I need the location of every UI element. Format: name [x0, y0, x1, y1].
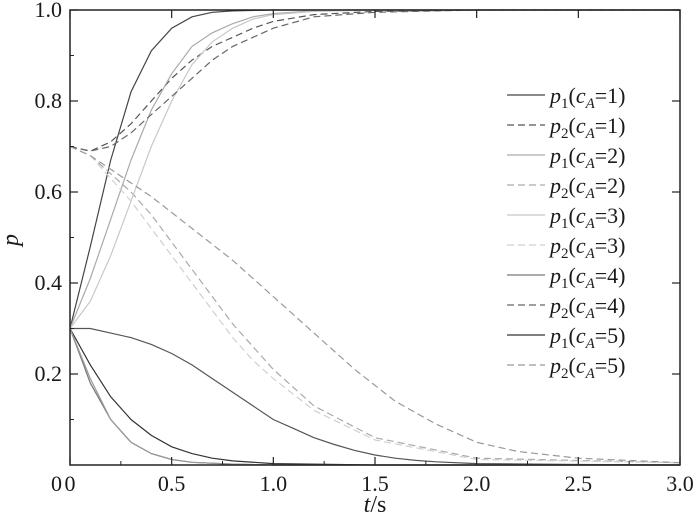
y-axis-title: p — [0, 234, 24, 248]
legend-entry: p1(cA=3) — [548, 203, 626, 232]
legend: p1(cA=1)p2(cA=1)p1(cA=2)p2(cA=2)p1(cA=3)… — [507, 83, 626, 382]
legend-entry: p2(cA=4) — [548, 293, 626, 322]
x-axis-unit: /s — [370, 492, 386, 518]
ticks-layer: 0 0.5 1.0 1.5 2.0 2.5 3.0 0.2 0.4 0.6 0.8 1.0 0 — [35, 0, 694, 496]
series-line-p2-ca-2- — [69, 145, 681, 464]
plot-frame — [69, 9, 681, 466]
legend-entry: p1(cA=4) — [548, 263, 626, 292]
legend-entry: p2(cA=1) — [548, 113, 626, 142]
x-axis-variable: t — [364, 492, 372, 518]
x-tick-label: 0.5 — [158, 471, 186, 496]
y-tick-label: 0.4 — [35, 270, 63, 295]
x-tick-label: 2.5 — [565, 471, 593, 496]
origin-label: 0 — [51, 471, 62, 496]
legend-entry: p2(cA=2) — [548, 173, 626, 202]
y-tick-label: 1.0 — [35, 0, 63, 22]
legend-entry: p1(cA=1) — [548, 83, 626, 112]
legend-entry: p1(cA=2) — [548, 143, 626, 172]
y-tick-label: 0.2 — [35, 361, 63, 386]
series-line-p2-ca-3- — [69, 145, 681, 464]
x-tick-label: 1.0 — [260, 471, 288, 496]
y-tick-label: 0.6 — [35, 179, 63, 204]
series-line-p2-ca-5- — [69, 145, 681, 464]
x-tick-label: 3.0 — [666, 471, 694, 496]
legend-entry: p1(cA=5) — [548, 323, 626, 352]
x-tick-label: 2.0 — [463, 471, 491, 496]
x-axis-title: t/s — [364, 492, 387, 518]
x-tick-label: 0 — [65, 471, 76, 496]
legend-entry: p2(cA=3) — [548, 233, 626, 262]
series-layer — [69, 9, 681, 466]
series-line-p2-ca-4- — [69, 9, 680, 152]
series-line-p2-ca-1- — [69, 9, 680, 152]
y-tick-label: 0.8 — [35, 88, 63, 113]
x-tick-label: 1.5 — [361, 471, 389, 496]
legend-entry: p2(cA=5) — [548, 353, 626, 382]
